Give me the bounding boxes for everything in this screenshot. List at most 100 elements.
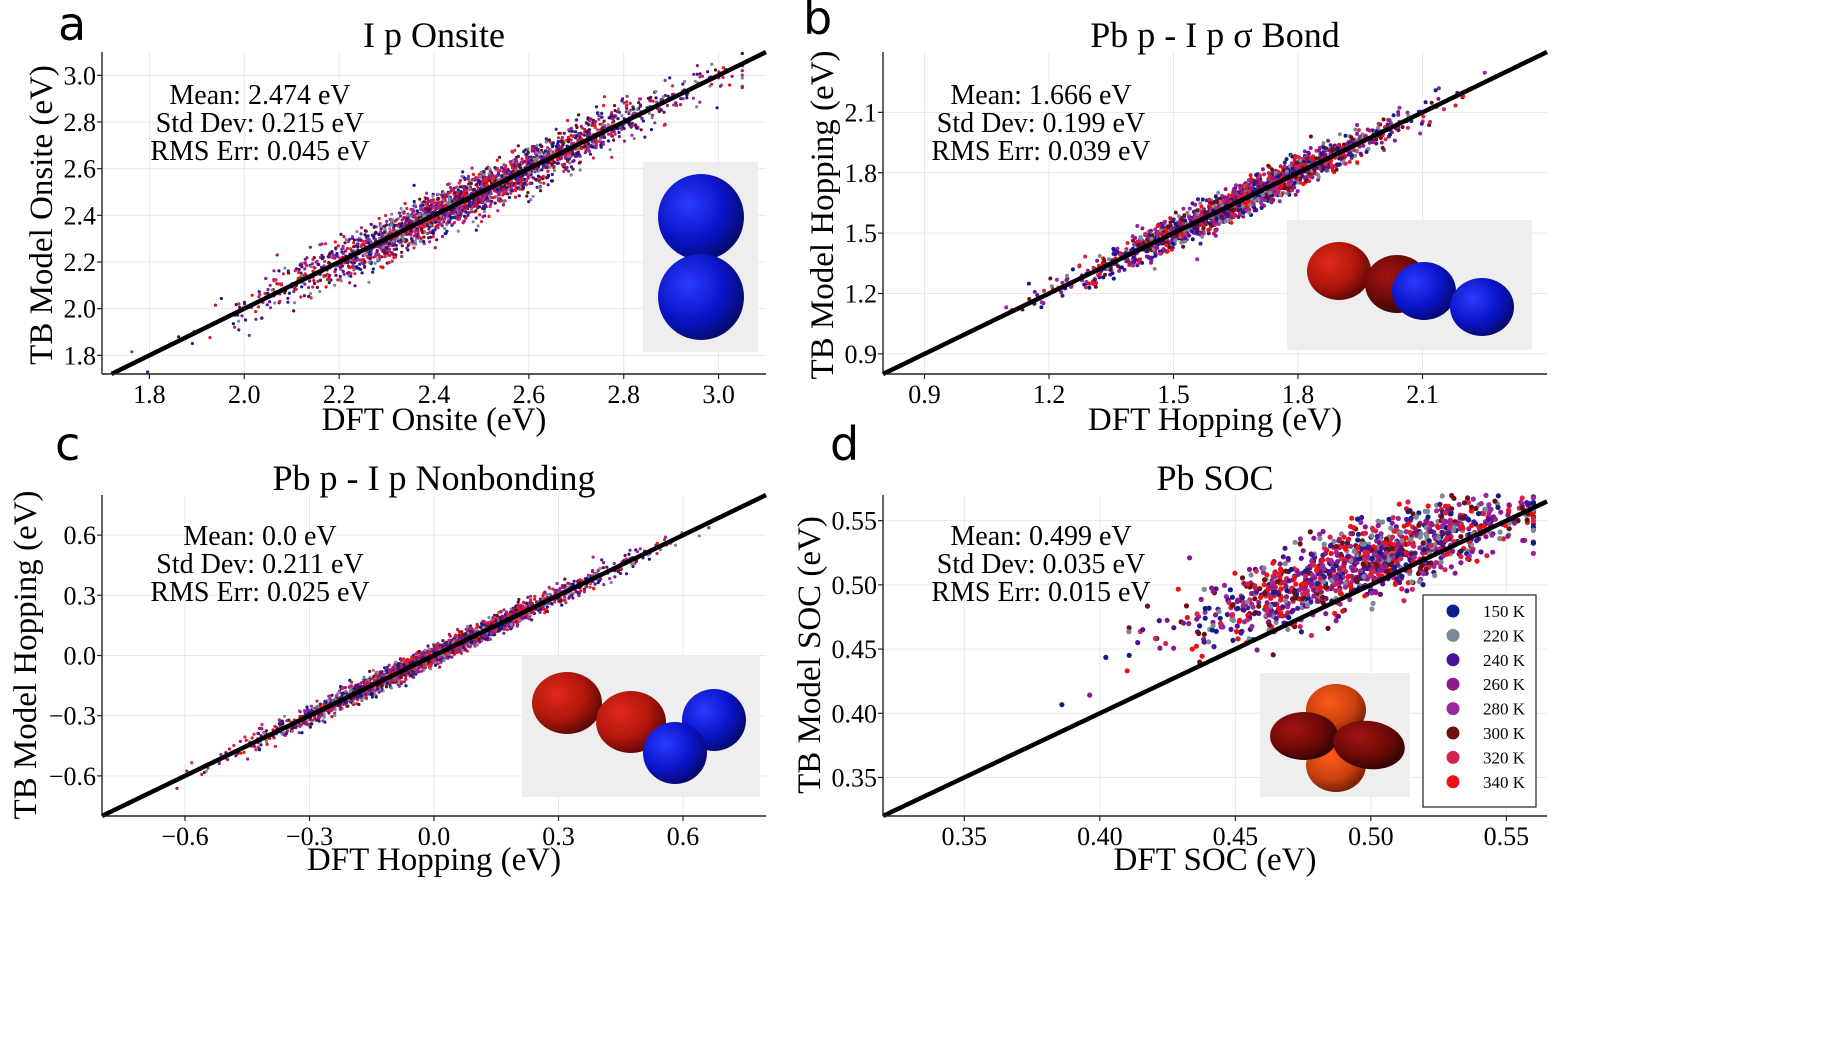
data-point: [1293, 192, 1298, 197]
data-point: [303, 272, 307, 276]
x-axis-label: DFT Onsite (eV): [322, 402, 547, 438]
x-tick-label: 3.0: [702, 380, 735, 409]
data-point: [1195, 211, 1200, 216]
data-point: [325, 272, 329, 276]
data-point: [1324, 168, 1329, 173]
data-point: [1213, 233, 1218, 238]
stat-std-dev: Std Dev: 0.215 eV: [156, 108, 364, 139]
y-tick-label: 2.1: [845, 98, 878, 127]
data-point: [521, 160, 525, 164]
data-point: [489, 202, 493, 206]
data-point: [740, 76, 744, 80]
data-point: [578, 154, 582, 158]
data-point: [715, 106, 719, 110]
x-tick-label: 2.1: [1406, 380, 1439, 409]
data-point: [427, 227, 431, 231]
x-tick-label: 1.8: [133, 380, 166, 409]
data-point: [1310, 175, 1315, 180]
data-point: [593, 123, 597, 127]
data-point: [440, 224, 444, 228]
data-point: [551, 143, 555, 148]
data-point: [569, 133, 573, 137]
data-point: [392, 228, 396, 232]
x-tick-label: 2.0: [228, 380, 261, 409]
data-point: [356, 242, 360, 246]
data-point: [616, 127, 620, 131]
data-point: [455, 215, 459, 220]
data-point: [279, 283, 284, 287]
data-point: [286, 300, 290, 304]
data-point: [664, 535, 668, 539]
data-point: [353, 272, 357, 276]
data-point: [1270, 167, 1274, 172]
data-point: [624, 104, 628, 109]
data-point: [588, 152, 593, 156]
data-point: [507, 170, 511, 175]
data-point: [584, 121, 589, 125]
data-point: [263, 292, 267, 296]
p-orbital-dumbbell-icon: [643, 162, 758, 352]
data-point: [617, 135, 622, 139]
data-point: [539, 151, 543, 155]
data-point: [1317, 148, 1322, 153]
data-point: [608, 148, 612, 152]
data-point: [550, 160, 554, 164]
data-point: [607, 132, 611, 136]
data-point: [320, 253, 324, 257]
data-point: [308, 245, 312, 249]
data-point: [1153, 227, 1158, 232]
data-point: [482, 173, 486, 177]
data-point: [442, 191, 446, 195]
data-point: [535, 143, 539, 147]
data-point: [1355, 131, 1359, 136]
data-point: [518, 187, 522, 191]
x-tick-label: 2.6: [513, 380, 546, 409]
data-point: [505, 192, 510, 196]
data-point: [488, 205, 492, 209]
data-point: [303, 267, 307, 271]
data-point: [1187, 206, 1192, 211]
data-point: [1202, 210, 1207, 215]
data-point: [410, 239, 414, 244]
data-point: [683, 79, 687, 84]
data-point: [474, 201, 478, 205]
data-point: [334, 268, 338, 272]
data-point: [1285, 191, 1289, 196]
data-point: [422, 225, 426, 229]
y-axis-label: TB Model Onsite (eV): [24, 65, 60, 365]
data-point: [529, 155, 533, 159]
data-point: [457, 197, 461, 201]
data-point: [334, 246, 338, 250]
data-point: [597, 117, 601, 121]
data-point: [1258, 173, 1263, 178]
data-point: [490, 177, 494, 181]
data-point: [572, 159, 576, 163]
data-point: [594, 141, 598, 145]
data-point: [495, 174, 499, 178]
data-point: [391, 239, 396, 243]
data-point: [1164, 243, 1169, 248]
data-point: [428, 240, 432, 244]
data-point: [365, 250, 369, 254]
data-point: [1275, 191, 1280, 196]
data-point: [1343, 133, 1348, 138]
data-point: [615, 110, 620, 114]
data-point: [1149, 260, 1153, 265]
data-point: [297, 267, 301, 272]
data-point: [625, 94, 629, 98]
data-point: [1355, 160, 1360, 165]
data-point: [348, 237, 352, 241]
data-point: [609, 581, 613, 585]
data-point: [463, 177, 467, 181]
data-point: [1270, 199, 1275, 203]
data-point: [591, 156, 596, 160]
data-point: [528, 171, 532, 175]
data-point: [281, 272, 286, 276]
data-point: [477, 200, 481, 204]
data-point: [405, 218, 409, 222]
data-point: [256, 305, 260, 309]
data-point: [706, 70, 710, 74]
data-point: [514, 166, 518, 170]
data-point: [260, 316, 264, 320]
data-point: [352, 245, 356, 249]
